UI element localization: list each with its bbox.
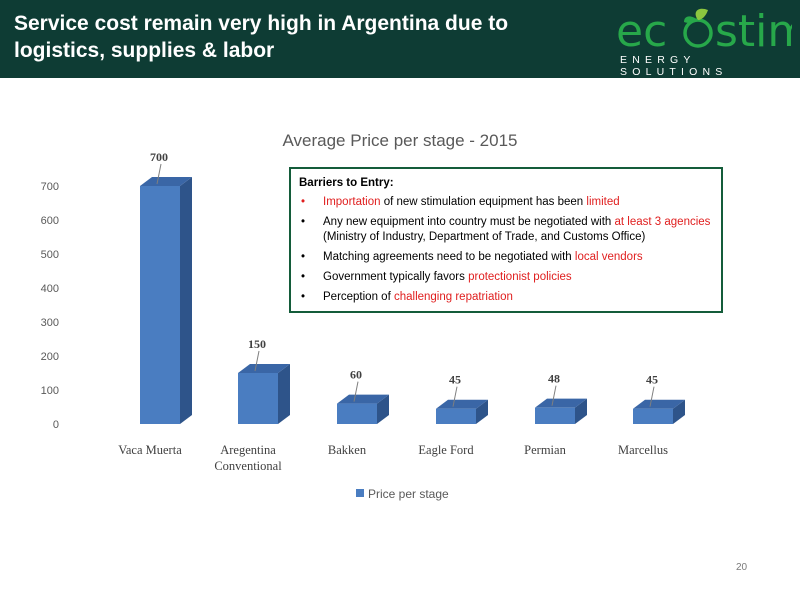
callout-title: Barriers to Entry: (299, 177, 394, 189)
data-label-leader (551, 385, 557, 406)
x-tick-label: Bakken (328, 443, 367, 457)
highlighted-text: at least 3 agencies (614, 216, 711, 228)
y-tick-label: 700 (41, 181, 59, 193)
data-label: 150 (248, 337, 266, 351)
x-tick-label: Eagle Ford (418, 443, 474, 457)
bars: 700 150 60 45 48 45 (140, 150, 685, 424)
logo-graphic: ec stim (616, 6, 792, 56)
bullet-icon: • (301, 251, 306, 263)
x-tick-label: Marcellus (618, 443, 668, 457)
barriers-callout: Barriers to Entry: • Importation of new s… (289, 167, 723, 313)
bar-side (278, 364, 290, 424)
y-tick-label: 500 (41, 249, 59, 261)
y-tick-label: 400 (41, 283, 59, 295)
x-tick-label: Permian (524, 443, 566, 457)
bar-front (436, 408, 476, 424)
data-label-leader (452, 386, 458, 407)
bar-front (535, 407, 575, 424)
data-label: 48 (548, 372, 560, 386)
bullet-icon: • (301, 291, 306, 303)
bar: 45 (633, 373, 685, 424)
y-axis: 0 100 200 300 400 500 600 700 (41, 181, 59, 431)
bar-front (633, 408, 673, 424)
y-tick-label: 0 (53, 419, 59, 431)
data-label: 700 (150, 150, 168, 164)
highlighted-text: protectionist policies (468, 271, 572, 283)
data-label-leader (353, 381, 359, 402)
bullet-icon: • (301, 216, 306, 228)
y-tick-label: 600 (41, 215, 59, 227)
data-label: 45 (646, 373, 658, 387)
bar: 48 (535, 372, 587, 424)
item-text: Any new equipment into country must be n… (323, 216, 615, 228)
data-label-leader (156, 163, 162, 185)
data-label-leader (254, 350, 260, 372)
highlighted-text: local vendors (574, 251, 643, 263)
bar-top (140, 177, 192, 186)
callout-item: • Government typically favors protectioni… (299, 270, 713, 285)
bar-chart: Average Price per stage - 2015 0 100 200 30… (41, 131, 685, 501)
x-axis: Vaca Muerta Aregentina Conventional Bakken E… (118, 443, 668, 473)
x-tick-label: Aregentina Conventional (214, 443, 282, 473)
bar-front (238, 373, 278, 424)
y-tick-label: 100 (41, 385, 59, 397)
bar-top (436, 399, 488, 409)
legend: Price per stage (356, 487, 449, 501)
callout-item: • Any new equipment into country must be … (299, 215, 713, 245)
bar: 150 (238, 337, 290, 424)
callout-item: • Importation of new stimulation equipmen… (299, 195, 713, 210)
bar-top (535, 398, 587, 408)
data-label-leader (649, 386, 655, 407)
bar-side (180, 177, 192, 424)
highlighted-text: limited (586, 196, 620, 208)
bar-side (575, 398, 587, 424)
bar-top (337, 394, 389, 404)
bar: 45 (436, 373, 488, 424)
x-tick-label: Vaca Muerta (118, 443, 182, 457)
legend-label: Price per stage (368, 487, 449, 501)
page-number: 20 (736, 562, 748, 573)
item-text: of new stimulation equipment has been (380, 196, 587, 208)
item-text: (Ministry of Industry, Department of Tra… (323, 231, 646, 243)
bullet-icon: • (301, 271, 306, 283)
legend-swatch (356, 489, 364, 497)
callout-item: • Matching agreements need to be negotiat… (299, 250, 713, 265)
bar-side (673, 399, 685, 424)
bar: 60 (337, 368, 389, 424)
logo-word-left: ec (616, 6, 667, 56)
item-text: Perception of (323, 291, 394, 303)
bar-top (238, 364, 290, 373)
item-text: Matching agreements need to be negotiate… (323, 251, 575, 263)
ecostim-logo: ec stim ENERGY SOLUTIONS (612, 6, 792, 78)
slide-title: Service cost remain very high in Argenti… (14, 12, 509, 62)
bullet-icon: • (301, 196, 306, 208)
logo-word-right: stim (715, 6, 792, 56)
item-text: Government typically favors (323, 271, 469, 283)
highlighted-text: Importation (323, 196, 381, 208)
callout-item: • Perception of challenging repatriation (299, 290, 713, 305)
bar-side (377, 394, 389, 424)
callout-list: • Importation of new stimulation equipmen… (299, 195, 713, 305)
bar: 700 (140, 150, 192, 424)
bar-front (140, 186, 180, 424)
data-label: 45 (449, 373, 461, 387)
data-label: 60 (350, 368, 362, 382)
chart-title: Average Price per stage - 2015 (283, 131, 518, 150)
bar-front (337, 403, 377, 424)
bar-side (476, 399, 488, 424)
y-tick-label: 200 (41, 351, 59, 363)
bar-top (633, 399, 685, 409)
y-tick-label: 300 (41, 317, 59, 329)
logo-leaf-icon (683, 8, 713, 48)
highlighted-text: challenging repatriation (393, 291, 513, 303)
logo-subtitle: ENERGY SOLUTIONS (620, 54, 728, 78)
title-bar: Service cost remain very high in Argenti… (0, 0, 800, 78)
